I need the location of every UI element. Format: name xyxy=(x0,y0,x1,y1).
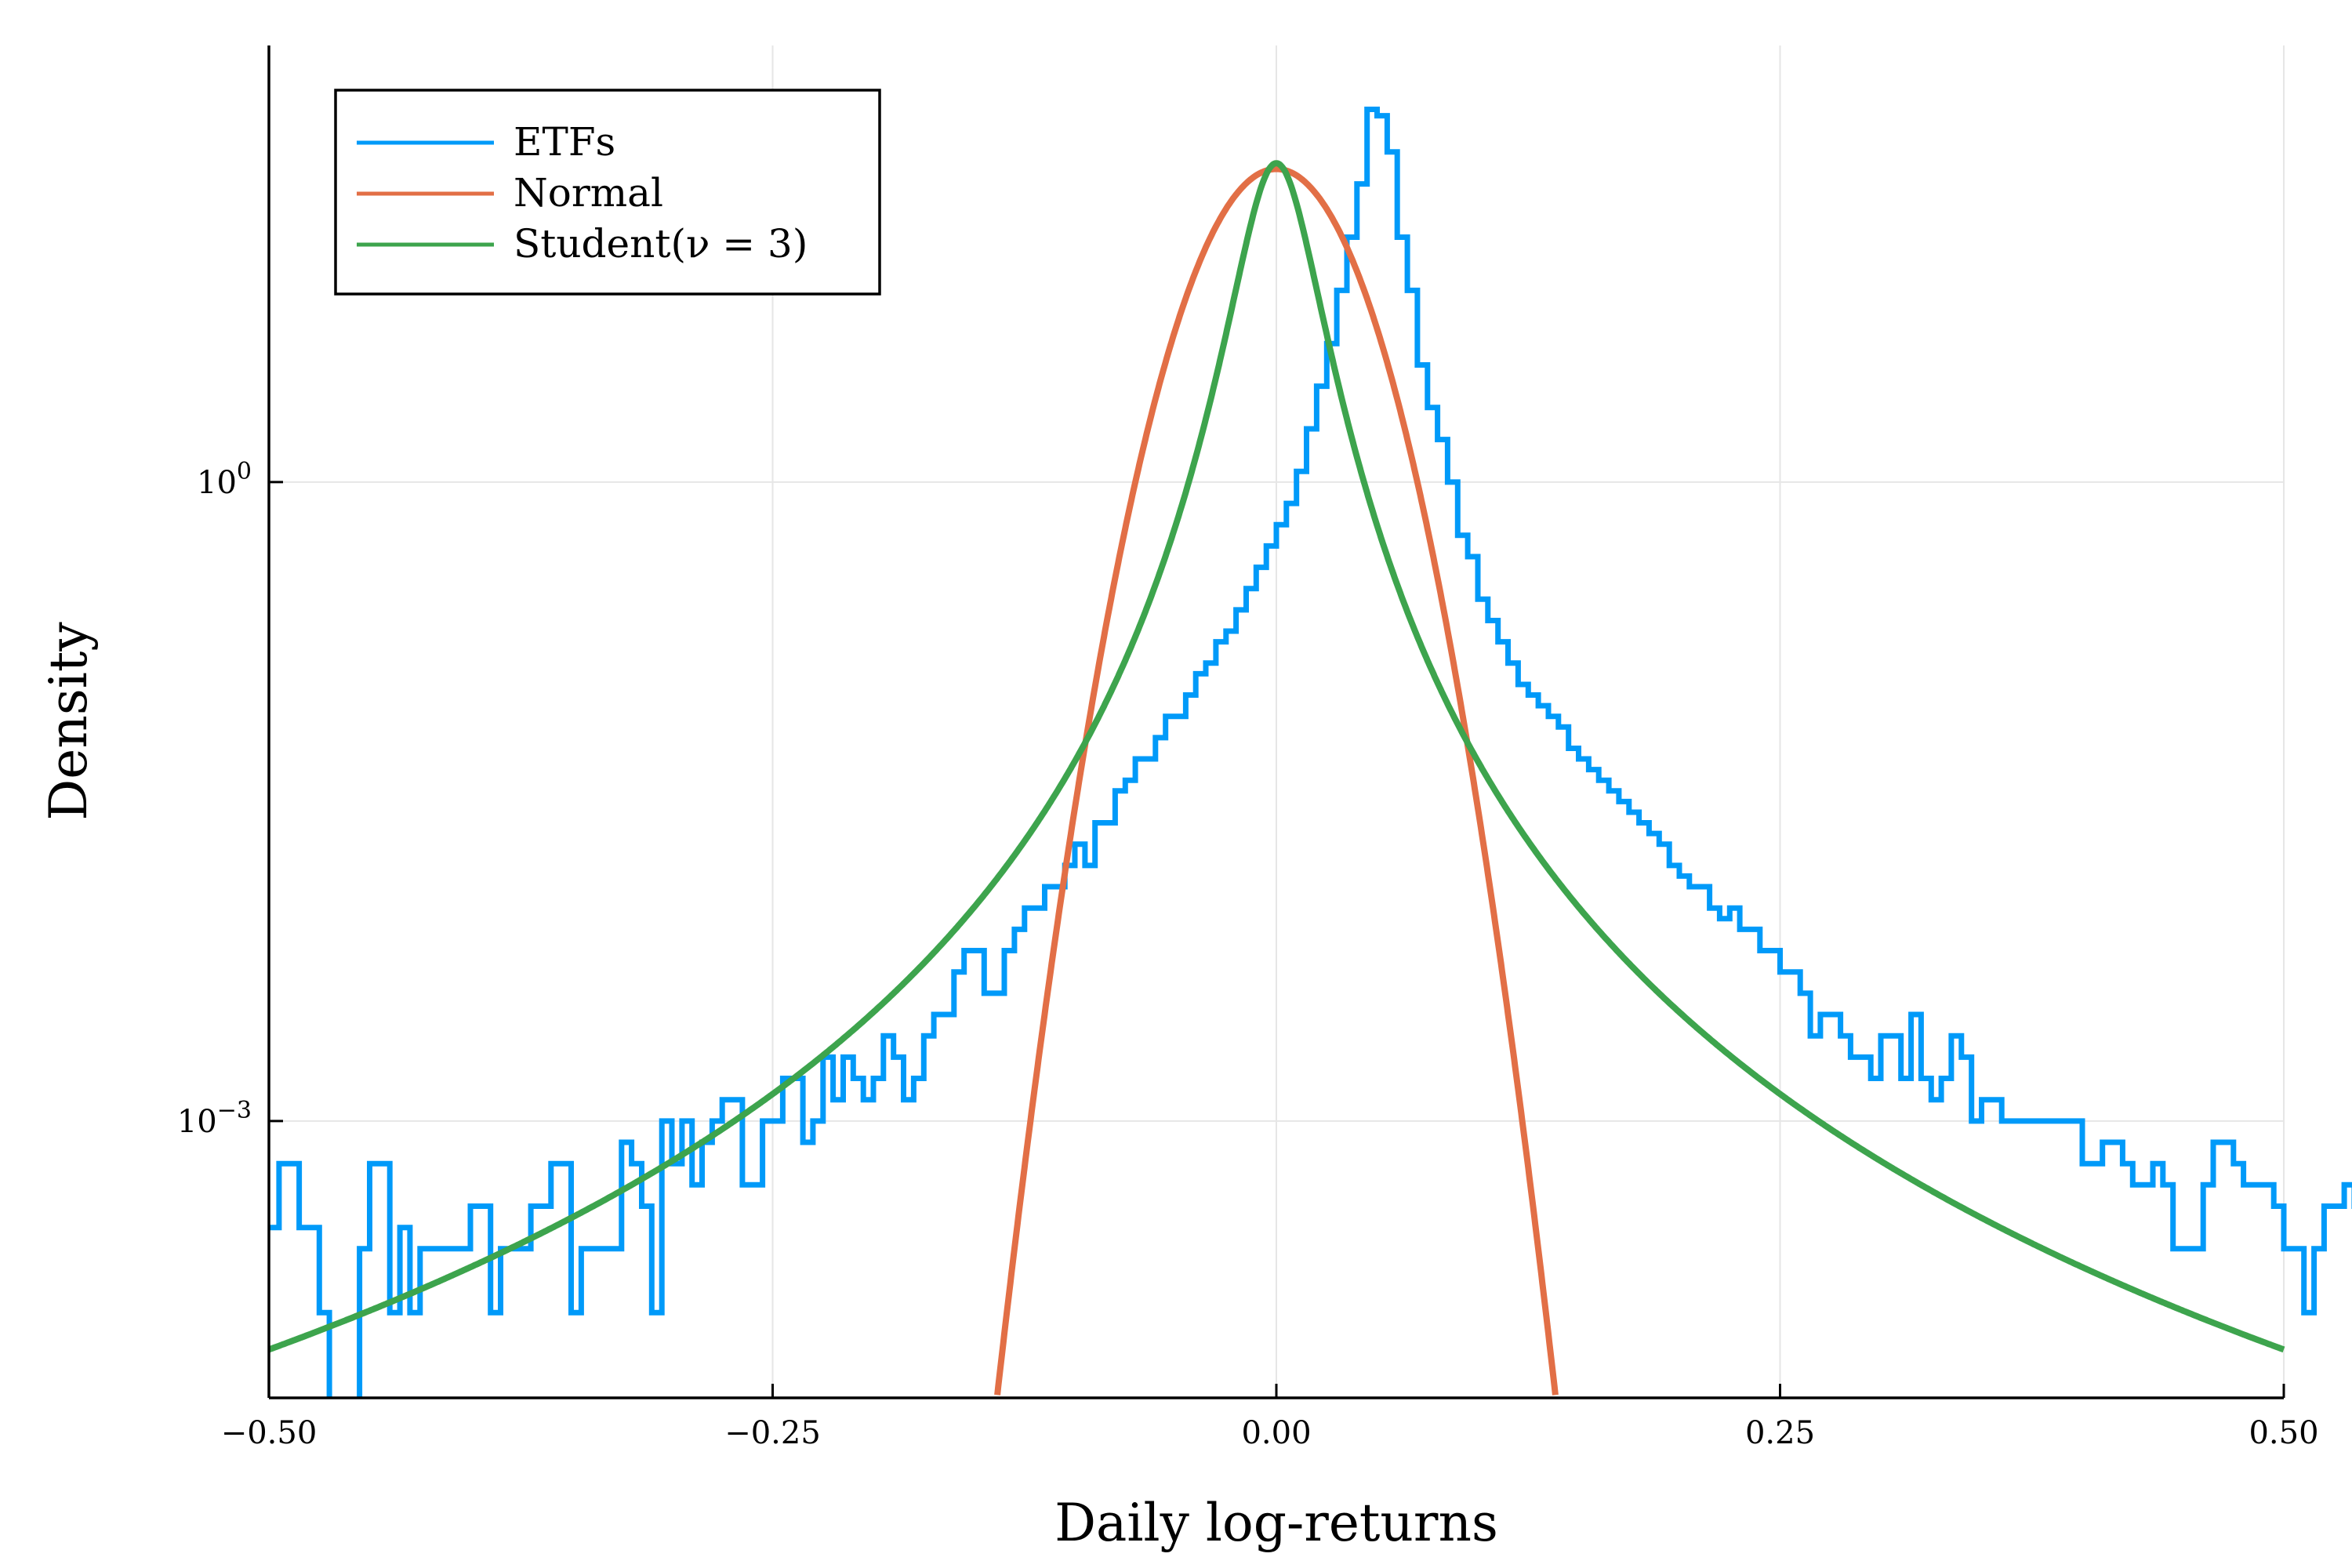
x-axis-title: Daily log-returns xyxy=(1054,1493,1498,1553)
tick-layer: −0.50 −0.25 0.00 0.25 0.50 100 10−3 xyxy=(177,458,2319,1451)
series-normal-curve xyxy=(994,165,1559,1396)
legend-box xyxy=(334,89,881,296)
x-tick-label: −0.25 xyxy=(724,1415,821,1451)
legend-label-student: Student(ν = 3) xyxy=(514,221,808,267)
legend: ETFs Normal Student(ν = 3) xyxy=(334,89,881,296)
y-axis-title: Density xyxy=(38,622,99,821)
x-tick-label: 0.00 xyxy=(1241,1415,1311,1451)
series-layer xyxy=(267,107,2352,1398)
y-tick-label: 10−3 xyxy=(177,1097,252,1140)
y-tick-label: 100 xyxy=(197,458,252,501)
x-tick-label: −0.50 xyxy=(221,1415,318,1451)
x-tick-label: 0.50 xyxy=(2249,1415,2318,1451)
x-tick-label: 0.25 xyxy=(1745,1415,1815,1451)
series-etfs-histogram xyxy=(269,107,2352,1398)
legend-label-etfs: ETFs xyxy=(514,119,615,165)
series-student-curve xyxy=(267,160,2285,1353)
legend-label-normal: Normal xyxy=(514,170,663,216)
